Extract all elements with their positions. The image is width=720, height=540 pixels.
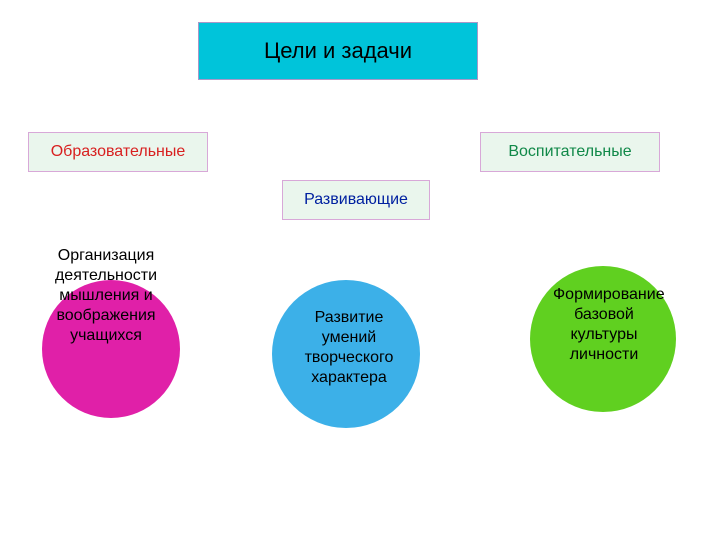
label-developmental-text: Развивающие <box>304 191 408 209</box>
circle-upbringing-text: Формирование базовой культуры личности <box>553 285 655 365</box>
title-text: Цели и задачи <box>264 38 412 64</box>
label-educational: Образовательные <box>28 132 208 172</box>
label-upbringing-text: Воспитательные <box>508 143 631 161</box>
label-educational-text: Образовательные <box>51 143 186 161</box>
label-developmental: Развивающие <box>282 180 430 220</box>
circle-educational-text: Организация деятельности мышления и вооб… <box>44 246 168 346</box>
title-box: Цели и задачи <box>198 22 478 80</box>
circle-developmental-text: Развитие умений творческого характера <box>294 308 404 388</box>
label-upbringing: Воспитательные <box>480 132 660 172</box>
